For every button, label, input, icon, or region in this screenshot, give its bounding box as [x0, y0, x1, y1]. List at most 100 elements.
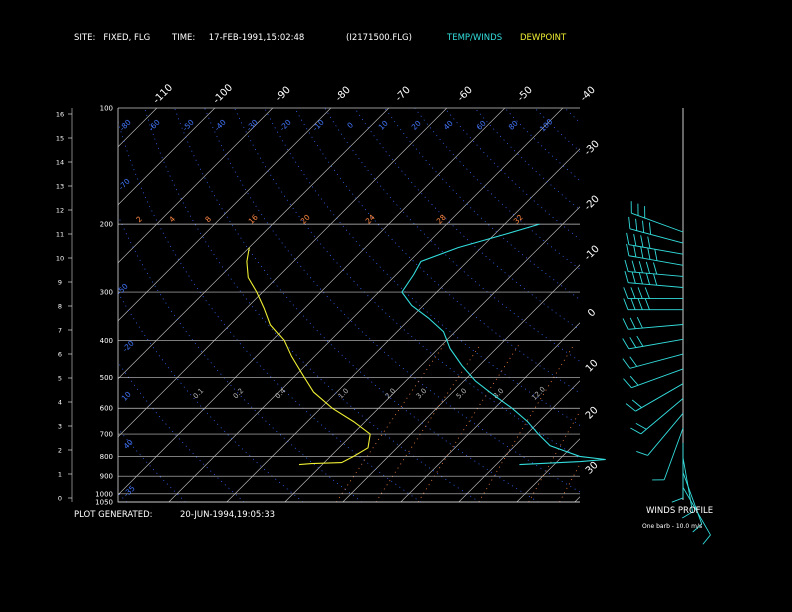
isotherm-line: [118, 108, 390, 380]
dry-adiabat: [775, 108, 792, 502]
adiabat-label: 60: [475, 119, 488, 132]
isotherm-line: [284, 206, 580, 502]
isotherm-line: [118, 108, 274, 264]
winds-profile-label: WINDS PROFILE: [646, 506, 714, 516]
dry-adiabat: [595, 108, 792, 502]
mixing-ratio-line: [640, 344, 720, 502]
mixing-ratio-label: 0.4: [274, 386, 288, 400]
dry-adiabat: [564, 108, 580, 124]
height-tick-label: 14: [56, 159, 64, 167]
dewpoint-series-line: [246, 247, 371, 466]
wind-barb: [682, 472, 703, 533]
wind-barb: [636, 413, 684, 456]
adiabat-label: -50: [181, 118, 196, 133]
mixing-ratio-line: [417, 344, 520, 502]
wind-barb: [625, 383, 684, 412]
file-label: (I2171500.FLG): [346, 33, 412, 43]
isotherm-line: [226, 148, 580, 502]
height-tick-label: 15: [56, 135, 64, 143]
legend-dewpoint: DEWPOINT: [520, 33, 567, 43]
height-tick-label: 5: [58, 375, 62, 383]
wind-barb: [682, 487, 711, 545]
isotherm-label: -60: [456, 85, 475, 104]
height-tick-label: 13: [56, 183, 64, 191]
adiabat-label: -70: [117, 177, 132, 192]
time-label: TIME: 17-FEB-1991,15:02:48: [172, 33, 305, 43]
isotherm-label: 0: [586, 307, 598, 319]
height-tick-label: 11: [56, 231, 64, 239]
isotherm-label: -70: [394, 85, 413, 104]
adiabat-label: -80: [118, 118, 133, 133]
isotherm-label: -110: [151, 82, 175, 106]
adiabat-label: 0: [345, 120, 355, 130]
height-tick-label: 8: [58, 303, 62, 311]
isotherm-line: [118, 108, 332, 322]
dry-adiabat: [118, 361, 245, 502]
height-tick-label: 0: [58, 495, 62, 503]
adiabat-label: 40: [122, 438, 135, 451]
wind-barb: [671, 442, 684, 503]
height-tick-label: 16: [56, 111, 64, 119]
pressure-tick-label: 1000: [95, 490, 113, 498]
pressure-tick-label: 700: [100, 431, 113, 439]
pressure-tick-label: 900: [100, 473, 113, 481]
wind-barb: [652, 427, 684, 481]
mixing-ratio-line: [478, 344, 575, 502]
dry-adiabat: [715, 108, 792, 502]
dry-adiabat: [144, 108, 480, 502]
isotherm-label: -90: [274, 85, 293, 104]
height-tick-label: 7: [58, 327, 62, 335]
mixing-ratio-label: 5.0: [455, 387, 469, 401]
isotherm-label: 30: [584, 460, 601, 477]
dry-adiabat: [655, 108, 792, 502]
isotherm-line: [118, 108, 448, 438]
pressure-tick-label: 1050: [95, 499, 113, 507]
dry-adiabat: [118, 119, 421, 502]
wind-barb: [622, 353, 684, 369]
adiabat-label: -60: [147, 118, 162, 133]
isotherm-line: [0, 108, 99, 502]
height-tick-label: 10: [56, 255, 64, 263]
temperature-series-line: [401, 223, 606, 466]
dry-adiabat: [534, 108, 580, 153]
adiabat-label: -50: [115, 282, 130, 297]
height-tick-label: 3: [58, 423, 62, 431]
dry-adiabat: [354, 108, 580, 331]
mixing-ratio-label: 3.0: [415, 387, 429, 401]
wind-barb: [628, 216, 684, 244]
isotherm-label: -10: [583, 244, 602, 263]
wind-barb: [622, 335, 684, 350]
height-tick-label: 12: [56, 207, 64, 215]
isotherm-line: [516, 438, 580, 502]
barb-note: One barb - 10.0 m/s: [642, 523, 703, 530]
site-label: SITE: FIXED, FLG: [74, 33, 151, 43]
mixing-ratio-line: [600, 344, 684, 502]
mixing-ratio-label: 8: [203, 214, 213, 224]
mixing-ratio-label: 2.0: [384, 387, 398, 401]
wind-barb: [630, 398, 684, 435]
plot-generated-value: 20-JUN-1994,19:05:33: [180, 510, 276, 520]
isotherm-line: [0, 108, 41, 502]
height-tick-label: 6: [58, 351, 62, 359]
isotherm-line: [749, 108, 792, 502]
isotherm-line: [118, 108, 216, 206]
adiabat-label: -30: [245, 118, 260, 133]
dry-adiabat: [204, 108, 580, 493]
dry-adiabat: [414, 108, 580, 270]
adiabat-label: -35: [122, 484, 137, 499]
isotherm-line: [633, 108, 792, 502]
isotherm-line: [342, 264, 580, 502]
height-tick-label: 4: [58, 399, 62, 407]
dry-adiabat: [118, 427, 186, 502]
pressure-tick-label: 500: [100, 374, 113, 382]
pressure-tick-label: 800: [100, 453, 113, 461]
dry-adiabat: [118, 492, 127, 502]
dry-adiabat: [625, 108, 792, 502]
adiabat-label: 20: [410, 119, 423, 132]
wind-barb: [623, 298, 683, 311]
adiabat-label: -20: [278, 118, 293, 133]
isotherm-label: -30: [583, 139, 602, 158]
mixing-ratio-label: 12.0: [530, 385, 547, 402]
isotherm-label: 20: [584, 405, 601, 422]
